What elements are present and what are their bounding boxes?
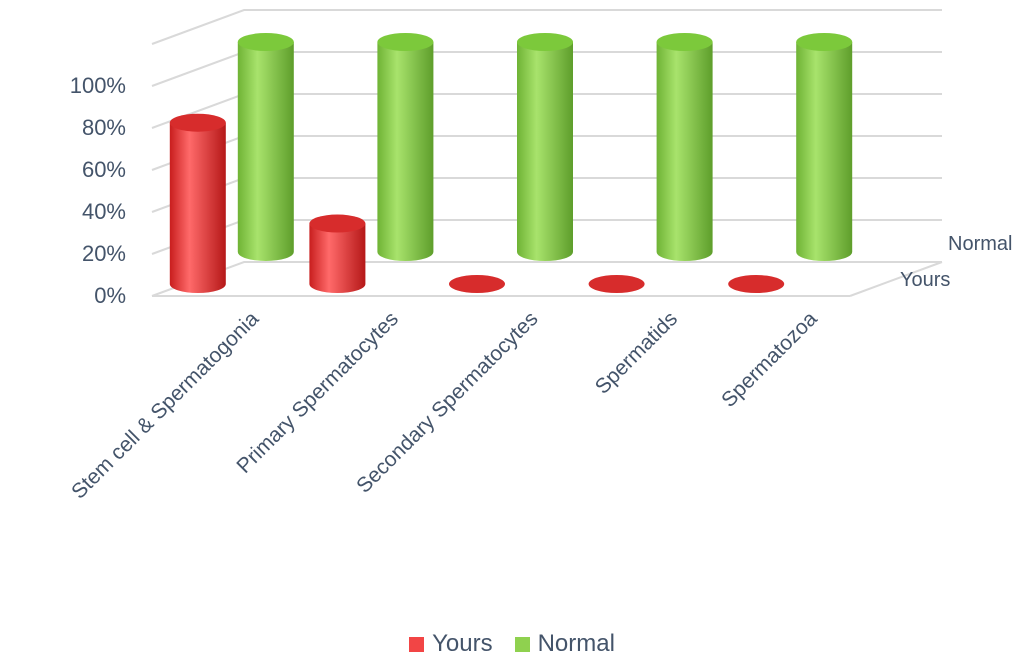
bar-normal-3-body — [656, 42, 713, 261]
bar-yours-0-body — [169, 122, 226, 293]
legend-item-normal: Normal — [514, 630, 615, 658]
bar-normal-2-body — [517, 42, 573, 261]
gridline-0 — [151, 261, 942, 297]
bar-yours-1-top — [309, 214, 366, 233]
bar-normal-0-top — [237, 33, 294, 51]
y-tick-label: 0% — [94, 283, 126, 308]
bar-yours-2-cap — [449, 275, 505, 293]
bar-yours-4-cap — [728, 275, 785, 293]
bar-normal-2 — [517, 33, 573, 261]
legend-item-yours: Yours — [409, 630, 493, 658]
bar-yours-3 — [588, 275, 645, 293]
floor-right-edge — [849, 261, 943, 297]
bar-yours-4 — [728, 275, 785, 293]
x-tick-label: Stem cell & Spermatogonia — [67, 307, 263, 503]
bar-yours-2 — [449, 275, 505, 293]
bar-normal-3-top — [656, 33, 713, 51]
bar-normal-1-top — [377, 33, 434, 51]
depth-axis-labels: Normal Yours — [900, 233, 1012, 291]
legend-swatch-normal — [514, 636, 530, 652]
legend-swatch-yours — [409, 636, 425, 652]
bar-yours-0 — [169, 113, 226, 293]
y-tick-label: 100% — [70, 73, 126, 98]
bar-normal-1 — [377, 33, 434, 261]
depth-label: Yours — [900, 269, 950, 291]
depth-label: Normal — [948, 233, 1012, 255]
y-tick-label: 80% — [82, 115, 126, 140]
yours-series — [169, 113, 785, 293]
bar-normal-4-top — [796, 33, 853, 51]
chart-svg: 0% 20% 40% 60% 80% 100% Stem cell & Spermatog… — [67, 9, 1012, 503]
bar-normal-4-body — [796, 42, 853, 261]
bar-yours-1-body — [309, 223, 366, 293]
x-tick-label: Primary Spermatocytes — [232, 307, 403, 478]
x-tick-label: Spermatozoa — [717, 307, 822, 412]
bar-normal-1-body — [377, 42, 434, 261]
gridline-120 — [151, 9, 942, 45]
normal-series — [237, 33, 853, 261]
bar-normal-0-body — [237, 42, 294, 261]
bar-normal-2-top — [517, 33, 573, 51]
x-tick-label: Spermatids — [591, 307, 682, 398]
bar-yours-1 — [309, 214, 366, 293]
bar-yours-3-cap — [588, 275, 645, 293]
legend-label-yours: Yours — [432, 630, 493, 657]
bar-normal-4 — [796, 33, 853, 261]
y-tick-label: 20% — [82, 241, 126, 266]
legend-label-normal: Normal — [537, 630, 615, 657]
y-tick-label: 40% — [82, 199, 126, 224]
y-axis-ticks: 0% 20% 40% 60% 80% 100% — [70, 73, 126, 308]
bar-yours-0-top — [169, 113, 226, 132]
bar-normal-0 — [237, 33, 294, 261]
y-tick-label: 60% — [82, 157, 126, 182]
bar-normal-3 — [656, 33, 713, 261]
legend: Yours Normal — [0, 628, 1024, 660]
